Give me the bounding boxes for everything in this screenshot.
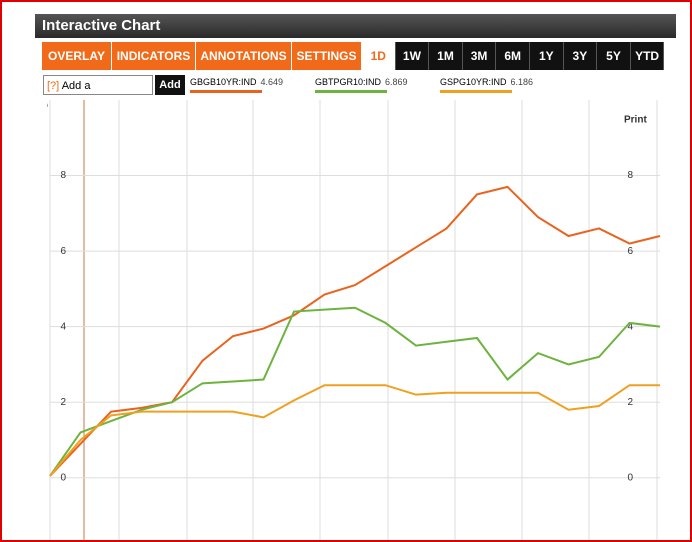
legend-value: 4.649: [260, 77, 284, 87]
y-tick-label: 2: [627, 397, 633, 408]
range-button[interactable]: 5Y: [597, 42, 631, 70]
header-title: Interactive Chart: [35, 14, 676, 38]
range-button[interactable]: 1Y: [530, 42, 564, 70]
y-tick-label: 0: [627, 472, 633, 483]
legend-entry: GSPG10YR:IND 6.186: [440, 77, 533, 93]
range-button[interactable]: 6M: [496, 42, 530, 70]
add-button[interactable]: Add: [155, 75, 185, 95]
y-tick-label: 6: [627, 246, 633, 257]
legend-name: GSPG10YR:IND: [440, 77, 507, 87]
legend-entry: GBTPGR10:IND 6.869: [315, 77, 408, 93]
help-icon[interactable]: [?]: [47, 80, 60, 92]
menu-button[interactable]: INDICATORS ▼: [112, 42, 196, 91]
legend-swatch: [440, 90, 512, 93]
menu-button[interactable]: ANNOTATIONS ▼: [196, 42, 292, 91]
series-line: [49, 185, 661, 477]
y-tick-label: 4: [627, 321, 633, 332]
series-line: [49, 306, 661, 477]
legend-name: GBTPGR10:IND: [315, 77, 382, 87]
legend-swatch: [315, 90, 387, 93]
legend-entry: GBGB10YR:IND 4.649: [190, 77, 283, 93]
print-link[interactable]: Print: [624, 115, 647, 126]
legend-swatch: [190, 90, 262, 93]
range-button[interactable]: 1M: [429, 42, 463, 70]
menu-button[interactable]: SETTINGS ▼: [292, 42, 362, 91]
range-button[interactable]: 3M: [462, 42, 497, 70]
range-button[interactable]: 1D: [362, 42, 396, 70]
legend-name: GBGB10YR:IND: [190, 77, 257, 87]
plot-area: [48, 100, 662, 540]
y-tick-label: 6: [60, 246, 66, 257]
y-tick-label: 8: [627, 170, 633, 181]
menu-button[interactable]: OVERLAY ▼: [42, 42, 112, 91]
vertical-grid: [49, 100, 658, 540]
range-button[interactable]: YTD: [630, 42, 665, 70]
y-tick-label: 2: [60, 397, 66, 408]
legend-value: 6.186: [510, 77, 534, 87]
y-tick-label: 8: [60, 170, 66, 181]
range-button[interactable]: 1W: [395, 42, 430, 70]
series-line: [49, 384, 660, 477]
y-tick-label: 4: [60, 321, 66, 332]
y-tick-label: 0: [60, 472, 66, 483]
range-button[interactable]: 3Y: [563, 42, 598, 70]
legend-value: 6.869: [385, 77, 408, 87]
